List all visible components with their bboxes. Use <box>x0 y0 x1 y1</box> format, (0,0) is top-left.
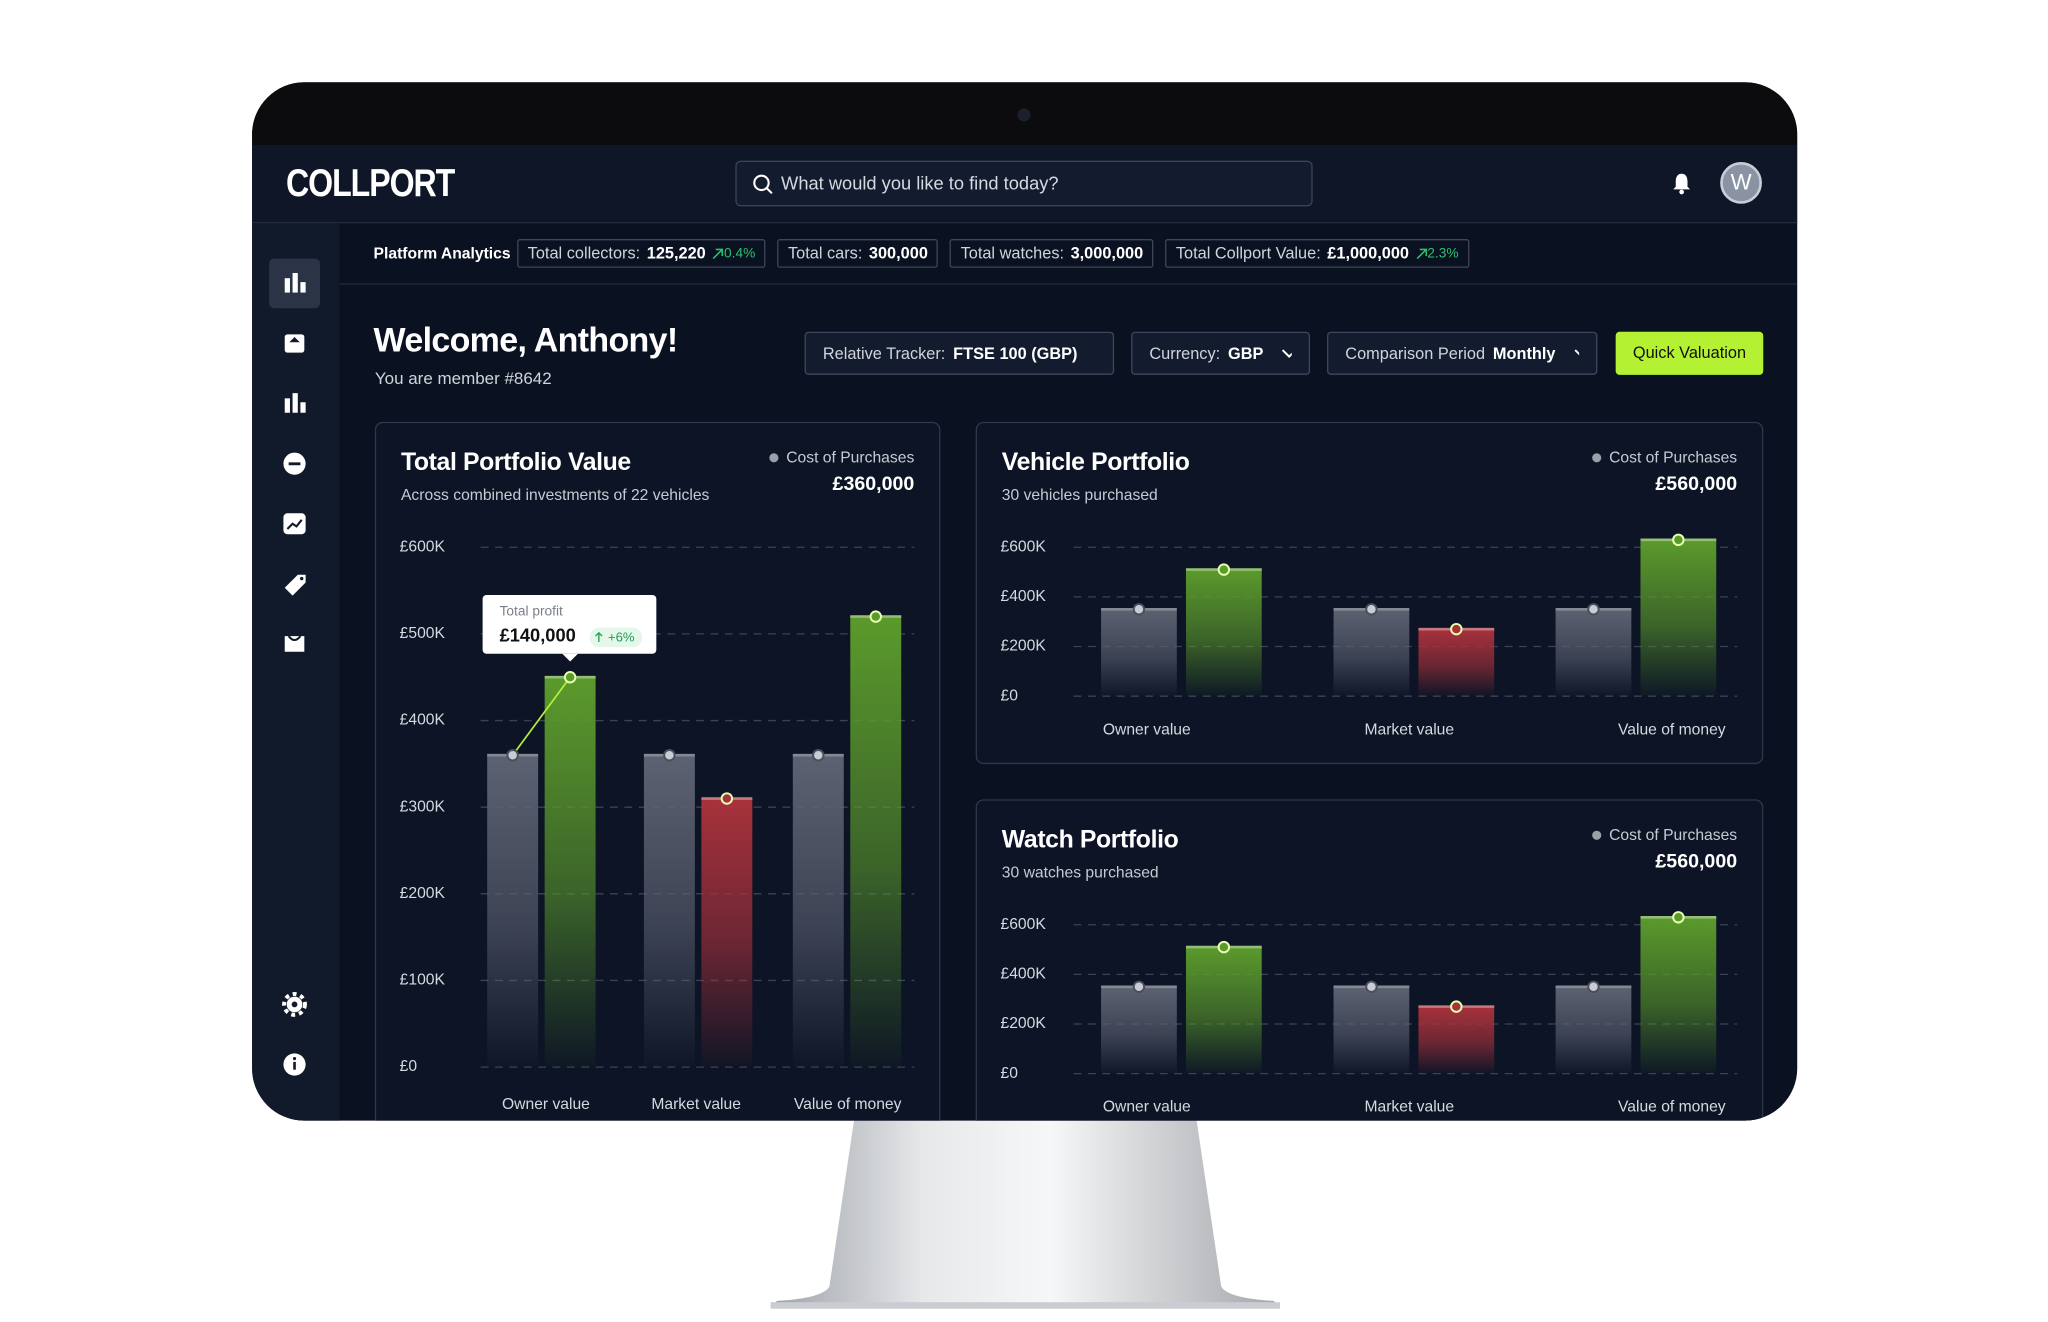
bar-dot <box>1673 912 1683 922</box>
y-tick-label: £400K <box>1000 966 1046 983</box>
x-tick-label: Owner value <box>1103 721 1191 738</box>
bar-dot <box>722 793 732 803</box>
y-tick-label: £500K <box>400 625 446 642</box>
y-tick-label: £100K <box>400 972 446 989</box>
bar <box>1334 609 1410 696</box>
bar-dot <box>1366 982 1376 992</box>
bar-dot <box>1451 624 1461 634</box>
bar <box>545 677 596 1067</box>
bar-dot <box>1588 982 1598 992</box>
bar <box>793 755 844 1067</box>
y-tick-label: £0 <box>1000 687 1018 704</box>
bar <box>701 799 752 1068</box>
x-tick-label: Value of money <box>1618 721 1726 738</box>
x-tick-label: Market value <box>651 1096 741 1113</box>
y-tick-label: £400K <box>400 712 446 729</box>
bar-dot <box>1219 564 1229 574</box>
bar <box>644 755 695 1067</box>
bar-dot <box>664 750 674 760</box>
bar-dot <box>565 672 575 682</box>
bar-dot <box>507 750 517 760</box>
tooltip-change: +6% <box>608 629 635 644</box>
bar-dot <box>1134 982 1144 992</box>
bar <box>850 617 901 1068</box>
y-tick-label: £600K <box>1000 538 1046 555</box>
y-tick-label: £200K <box>1000 638 1046 655</box>
y-tick-label: £200K <box>400 885 446 902</box>
y-tick-label: £300K <box>400 798 446 815</box>
bar <box>487 755 538 1067</box>
x-tick-label: Value of money <box>1618 1099 1726 1116</box>
tooltip-value: £140,000 <box>500 625 576 646</box>
bar <box>1640 917 1716 1073</box>
bar-dot <box>1451 1001 1461 1011</box>
bar <box>1186 947 1262 1074</box>
x-tick-label: Market value <box>1364 1099 1454 1116</box>
tooltip-pointer <box>562 654 578 662</box>
bar <box>1640 540 1716 696</box>
bar <box>1334 987 1410 1074</box>
y-tick-label: £600K <box>400 538 446 555</box>
y-tick-label: £0 <box>400 1058 418 1075</box>
y-tick-label: £0 <box>1000 1065 1018 1082</box>
bar <box>1556 987 1632 1074</box>
bar <box>1418 1007 1494 1074</box>
bar-dot <box>1219 942 1229 952</box>
bar-dot <box>1366 604 1376 614</box>
bar <box>1101 609 1177 696</box>
x-tick-label: Owner value <box>502 1096 590 1113</box>
bar <box>1418 629 1494 696</box>
tooltip-title: Total profit <box>500 604 563 619</box>
bar <box>1101 987 1177 1074</box>
bar <box>1556 609 1632 696</box>
bar-dot <box>813 750 823 760</box>
bar-dot <box>1588 604 1598 614</box>
bar-dot <box>1134 604 1144 614</box>
x-tick-label: Owner value <box>1103 1099 1191 1116</box>
y-tick-label: £600K <box>1000 916 1046 933</box>
x-tick-label: Value of money <box>794 1096 902 1113</box>
y-tick-label: £400K <box>1000 588 1046 605</box>
y-tick-label: £200K <box>1000 1015 1046 1032</box>
bar <box>1186 570 1262 697</box>
bar-dot <box>1673 535 1683 545</box>
bar-dot <box>871 611 881 621</box>
x-tick-label: Market value <box>1364 721 1454 738</box>
